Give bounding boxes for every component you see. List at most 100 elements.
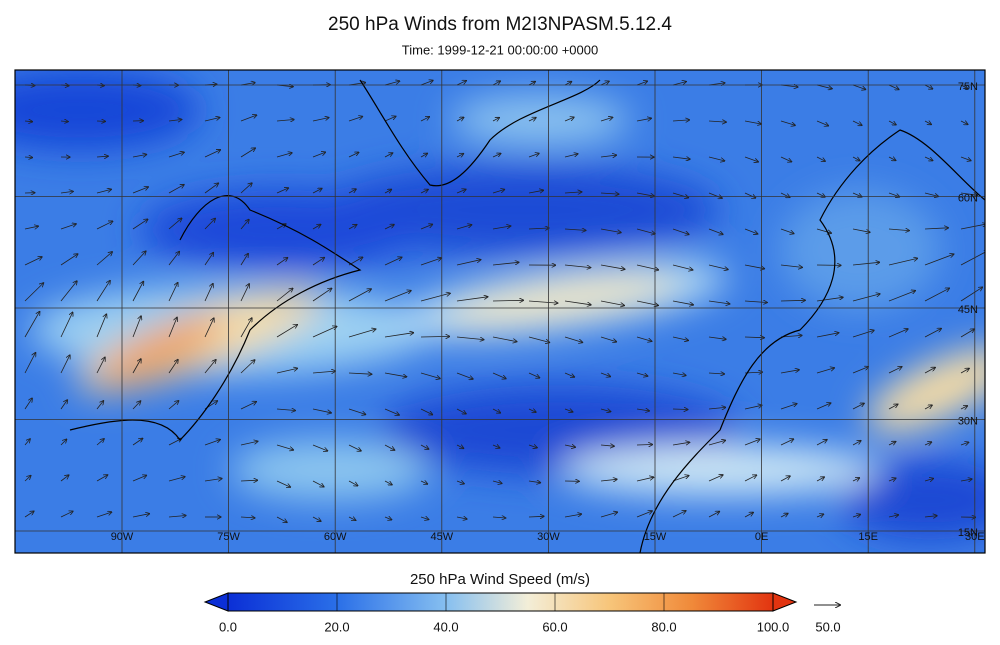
wind-arrow bbox=[456, 517, 467, 519]
wind-arrow bbox=[492, 372, 506, 379]
wind-arrow bbox=[744, 405, 762, 410]
wind-arrow bbox=[456, 336, 484, 340]
wind-arrow bbox=[312, 371, 335, 373]
wind-arrow bbox=[924, 192, 938, 196]
wind-arrow bbox=[924, 329, 941, 338]
coastline bbox=[639, 129, 985, 553]
wind-arrow bbox=[312, 516, 321, 521]
graticule bbox=[15, 70, 985, 553]
wind-arrow bbox=[708, 264, 728, 270]
wind-arrow bbox=[780, 404, 797, 410]
wind-arrow bbox=[780, 265, 802, 267]
wind-arrow bbox=[960, 85, 967, 88]
wind-arrow bbox=[384, 153, 393, 158]
wind-arrow bbox=[276, 368, 297, 374]
wind-arrow bbox=[204, 284, 213, 302]
lon-label: 60W bbox=[324, 531, 347, 543]
colorbar-tick-label: 100.0 bbox=[757, 619, 790, 634]
wind-arrow bbox=[492, 336, 517, 342]
wind-arrow bbox=[132, 475, 146, 482]
wind-arrow bbox=[708, 440, 725, 446]
wind-arrow bbox=[276, 409, 295, 411]
colorbar-tick-label: 80.0 bbox=[651, 619, 676, 634]
wind-arrow bbox=[528, 372, 540, 378]
wind-arrow bbox=[348, 444, 361, 451]
wind-arrow bbox=[132, 219, 148, 230]
wind-arrow bbox=[168, 152, 184, 158]
wind-arrow bbox=[60, 121, 68, 122]
wind-arrow bbox=[168, 283, 178, 302]
wind-arrow bbox=[312, 118, 329, 122]
wind-arrow bbox=[816, 403, 831, 410]
wind-arrow bbox=[168, 401, 179, 410]
wind-arrow bbox=[96, 156, 108, 157]
wind-arrow bbox=[600, 155, 616, 157]
wind-arrow bbox=[888, 515, 898, 517]
wind-arrow bbox=[24, 257, 42, 266]
wind-arrow bbox=[672, 157, 690, 159]
wind-arrow bbox=[924, 405, 932, 410]
wind-arrow bbox=[816, 120, 828, 126]
wind-arrow bbox=[348, 329, 376, 338]
wind-arrow bbox=[564, 82, 572, 85]
wind-arrow bbox=[24, 476, 31, 482]
wind-arrow bbox=[708, 192, 722, 198]
wind-arrow bbox=[492, 445, 500, 448]
wind-arrow bbox=[348, 289, 371, 302]
subtitle: Time: 1999-12-21 00:00:00 +0000 bbox=[402, 42, 598, 57]
wind-arrow bbox=[168, 185, 184, 194]
wind-arrow bbox=[672, 409, 688, 410]
wind-arrow bbox=[384, 81, 400, 86]
wind-arrow bbox=[564, 192, 582, 193]
wind-arrow bbox=[960, 121, 968, 124]
wind-arrow bbox=[240, 318, 252, 338]
wind-arrow bbox=[240, 517, 255, 518]
wind-arrow bbox=[888, 442, 896, 445]
wind-arrow bbox=[672, 511, 686, 518]
wind-arrow bbox=[96, 512, 112, 518]
wind-arrow bbox=[96, 475, 108, 482]
wind-arrow bbox=[528, 409, 536, 412]
wind-arrow bbox=[600, 372, 610, 377]
wind-arrow bbox=[816, 84, 832, 89]
map-field bbox=[15, 70, 985, 553]
wind-arrow bbox=[636, 445, 652, 446]
wind-arrow bbox=[636, 409, 649, 411]
lat-label: 60N bbox=[958, 192, 978, 204]
wind-arrow bbox=[384, 225, 394, 230]
lat-label: 30N bbox=[958, 415, 978, 427]
wind-arrow bbox=[60, 475, 69, 482]
wind-arrow bbox=[528, 190, 543, 193]
wind-arrow bbox=[852, 403, 864, 410]
wind-arrow bbox=[708, 337, 726, 339]
wind-arrow bbox=[276, 480, 290, 487]
wind-arrow bbox=[672, 300, 693, 305]
wind-arrow bbox=[924, 368, 935, 374]
wind-arrow bbox=[420, 444, 429, 449]
wind-arrow bbox=[60, 400, 67, 410]
wind-arrow bbox=[528, 481, 540, 483]
wind-arrow bbox=[96, 221, 113, 230]
wind-arrow bbox=[168, 120, 182, 122]
wind-arrow bbox=[24, 312, 40, 338]
wind-arrow bbox=[960, 369, 969, 374]
wind-arrow bbox=[600, 512, 617, 518]
wind-arrow bbox=[420, 336, 449, 337]
wind-arrow bbox=[708, 475, 723, 482]
wind-arrow bbox=[24, 283, 43, 302]
wind-arrow bbox=[348, 189, 356, 194]
wind-arrow bbox=[348, 117, 362, 122]
wind-arrow bbox=[924, 516, 937, 517]
lon-label: 45W bbox=[430, 531, 453, 543]
wind-arrow bbox=[708, 300, 730, 304]
wind-arrow bbox=[312, 152, 325, 158]
wind-arrow bbox=[780, 228, 794, 234]
wind-arrow bbox=[924, 479, 933, 482]
wind-arrow bbox=[852, 228, 870, 232]
wind-arrow bbox=[852, 515, 860, 518]
wind-arrow bbox=[636, 300, 658, 305]
lat-label: 15N bbox=[958, 527, 978, 539]
wind-arrow bbox=[888, 367, 902, 374]
wind-arrow bbox=[24, 121, 32, 122]
wind-arrow bbox=[276, 516, 287, 522]
